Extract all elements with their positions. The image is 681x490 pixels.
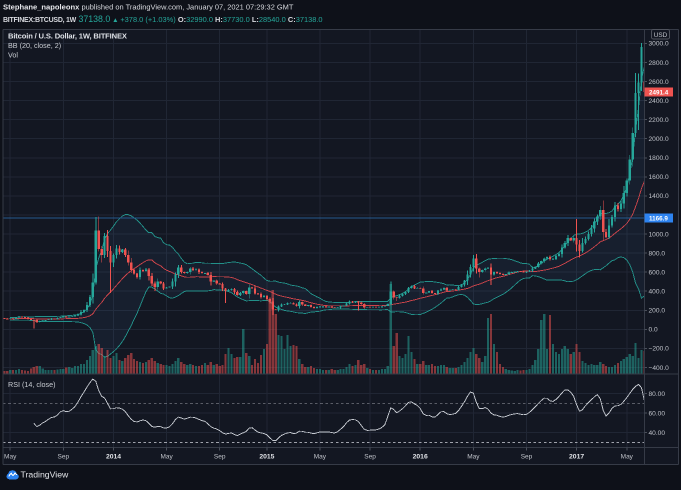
svg-text:1400.0: 1400.0	[649, 193, 670, 200]
svg-text:1800.0: 1800.0	[649, 155, 670, 162]
svg-text:May: May	[621, 453, 634, 460]
svg-text:2016: 2016	[413, 453, 428, 460]
svg-text:1000.0: 1000.0	[649, 231, 670, 238]
svg-text:0.0: 0.0	[649, 327, 658, 334]
svg-text:1166.9: 1166.9	[649, 216, 668, 223]
svg-text:2400.0: 2400.0	[649, 98, 670, 105]
svg-text:2000.0: 2000.0	[649, 136, 670, 143]
svg-text:2491.4: 2491.4	[649, 89, 669, 96]
svg-text:Sep: Sep	[364, 453, 376, 460]
svg-text:BITFINEX:BTCUSD, 1W 37138.0 ▲: BITFINEX:BTCUSD, 1W 37138.0 ▲ +378.0 (+1…	[3, 14, 323, 24]
svg-text:May: May	[467, 453, 480, 460]
svg-text:Vol: Vol	[8, 51, 18, 60]
svg-text:2800.0: 2800.0	[649, 60, 670, 67]
svg-text:May: May	[4, 453, 17, 460]
svg-text:1600.0: 1600.0	[649, 174, 670, 181]
svg-text:May: May	[160, 453, 173, 460]
svg-text:2015: 2015	[259, 453, 274, 460]
svg-text:200.0: 200.0	[649, 308, 666, 315]
svg-text:Sep: Sep	[58, 453, 70, 460]
svg-text:TradingView: TradingView	[21, 470, 70, 480]
svg-text:May: May	[314, 453, 327, 460]
svg-text:BB (20, close, 2): BB (20, close, 2)	[8, 41, 61, 50]
svg-text:Bitcoin / U.S. Dollar, 1W, BIT: Bitcoin / U.S. Dollar, 1W, BITFINEX	[8, 31, 127, 40]
svg-text:2017: 2017	[569, 453, 584, 460]
svg-text:3000.0: 3000.0	[649, 41, 670, 48]
svg-text:60.00: 60.00	[649, 410, 666, 417]
svg-text:−200.0: −200.0	[649, 346, 670, 353]
svg-text:Sep: Sep	[521, 453, 533, 460]
svg-text:Sep: Sep	[214, 453, 226, 460]
svg-text:USD: USD	[654, 32, 668, 39]
svg-text:RSI (14, close): RSI (14, close)	[8, 380, 56, 389]
svg-text:2014: 2014	[106, 453, 121, 460]
svg-text:40.00: 40.00	[649, 430, 666, 437]
svg-text:800.0: 800.0	[649, 250, 666, 257]
svg-text:−400.0: −400.0	[649, 365, 670, 372]
svg-text:80.00: 80.00	[649, 391, 666, 398]
svg-text:Stephane_napoleonx published o: Stephane_napoleonx published on TradingV…	[3, 3, 294, 12]
svg-text:400.0: 400.0	[649, 289, 666, 296]
svg-text:2200.0: 2200.0	[649, 117, 670, 124]
svg-text:600.0: 600.0	[649, 269, 666, 276]
svg-text:2600.0: 2600.0	[649, 79, 670, 86]
